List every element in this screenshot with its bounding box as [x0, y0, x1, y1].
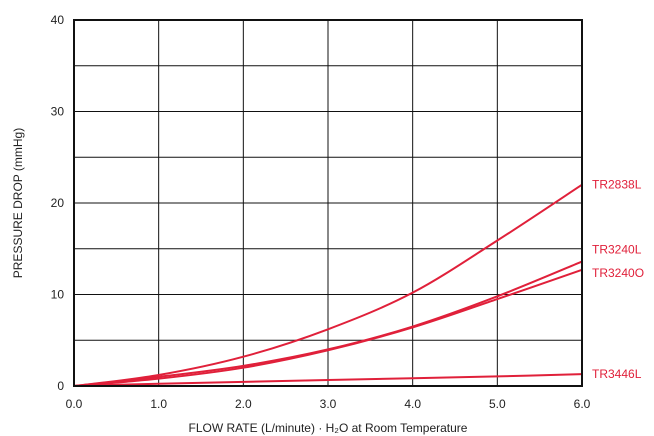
y-tick-label: 40: [51, 13, 65, 27]
series-line-tr2838l: [73, 183, 583, 387]
x-tick-label: 2.0: [235, 397, 252, 411]
x-tick-label: 6.0: [574, 397, 591, 411]
x-tick-label: 4.0: [404, 397, 421, 411]
x-tick-label: 1.0: [150, 397, 167, 411]
y-tick-labels: 0 10 20 30 40: [51, 13, 65, 393]
series-line-tr3240o: [73, 268, 583, 387]
x-tick-labels: 0.0 1.0 2.0 3.0 4.0 5.0 6.0: [66, 397, 591, 411]
grid: [74, 20, 582, 386]
x-tick-label: 3.0: [320, 397, 337, 411]
y-axis-title: PRESSURE DROP (mmHg): [11, 128, 25, 278]
series-label-tr2838l: TR2838L: [592, 178, 642, 192]
series-label-tr3446l: TR3446L: [592, 367, 642, 381]
series-line-tr3446l: [73, 373, 583, 387]
series-label-tr3240o: TR3240O: [592, 266, 644, 280]
y-tick-label: 30: [51, 105, 65, 119]
x-tick-label: 0.0: [66, 397, 83, 411]
series-labels: TR2838L TR3240L TR3240O TR3446L: [592, 178, 644, 381]
y-tick-label: 20: [51, 196, 65, 210]
series-lines: [73, 183, 583, 387]
x-tick-label: 5.0: [489, 397, 506, 411]
y-tick-label: 10: [51, 288, 65, 302]
plot-frame: [73, 19, 583, 387]
x-axis-title: FLOW RATE (L/minute) · H₂O at Room Tempe…: [189, 421, 468, 435]
series-label-tr3240l: TR3240L: [592, 243, 642, 257]
y-tick-label: 0: [57, 379, 64, 393]
